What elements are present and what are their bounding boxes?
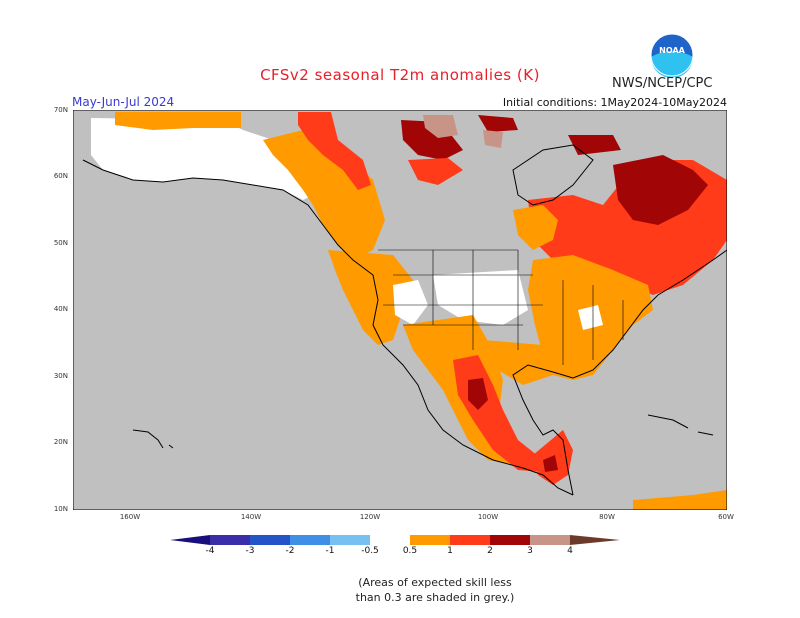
season-label: May-Jun-Jul 2024 bbox=[72, 95, 175, 109]
lat-label-30: 30N bbox=[53, 372, 68, 380]
lon-label-60w: 60W bbox=[718, 513, 734, 521]
colorbar-cell-8 bbox=[450, 535, 490, 545]
colorbar-label: -3 bbox=[245, 546, 255, 556]
coastlines bbox=[82, 144, 727, 496]
colorbar-label: 3 bbox=[527, 546, 533, 556]
lon-label-80w: 80W bbox=[599, 513, 615, 521]
alaska-white-region bbox=[91, 118, 323, 200]
hudson-orange bbox=[513, 205, 558, 250]
colorbar-label: 1 bbox=[447, 546, 453, 556]
colorbar-label: 2 bbox=[487, 546, 493, 556]
texas-gulf-orange bbox=[483, 340, 553, 385]
noaa-logo: NOAA bbox=[650, 33, 694, 77]
map-title: CFSv2 seasonal T2m anomalies (K) bbox=[260, 66, 540, 84]
arctic-red-1 bbox=[408, 158, 463, 185]
colorbar-cell-6 bbox=[370, 535, 410, 545]
colorbar-cell-1 bbox=[170, 535, 210, 545]
eastern-canada-darkred bbox=[613, 155, 708, 225]
lat-label-70: 70N bbox=[53, 106, 68, 114]
agency-label: NWS/NCEP/CPC bbox=[612, 76, 713, 91]
colorbar-label: -1 bbox=[325, 546, 335, 556]
arctic-darkred-1 bbox=[401, 120, 463, 160]
colorbar-label: 0.5 bbox=[402, 546, 418, 556]
anomaly-map bbox=[73, 110, 727, 510]
skill-note: (Areas of expected skill less than 0.3 a… bbox=[0, 575, 800, 605]
arctic-darkred-3 bbox=[568, 135, 621, 155]
logo-text: NOAA bbox=[659, 46, 685, 55]
arctic-darkred-2 bbox=[478, 115, 518, 132]
initial-conditions-label: Initial conditions: 1May2024-10May2024 bbox=[502, 96, 727, 109]
lon-label-100w: 100W bbox=[477, 513, 499, 521]
arctic-rosy bbox=[423, 115, 458, 138]
colorbar-label: -4 bbox=[205, 546, 215, 556]
lon-label-160w: 160W bbox=[119, 513, 141, 521]
lon-label-140w: 140W bbox=[240, 513, 262, 521]
colorbar-label: 4 bbox=[567, 546, 573, 556]
lat-label-20: 20N bbox=[53, 438, 68, 446]
skill-note-line2: than 0.3 are shaded in grey.) bbox=[355, 591, 515, 604]
colorbar-label: -2 bbox=[285, 546, 295, 556]
mexico-darkred bbox=[468, 378, 488, 410]
state-borders bbox=[378, 249, 624, 365]
bc-red-strip bbox=[298, 112, 371, 190]
lat-label-40: 40N bbox=[53, 305, 68, 313]
northeast-white bbox=[578, 305, 603, 330]
colorbar bbox=[170, 535, 620, 545]
colorbar-cell-7 bbox=[410, 535, 450, 545]
west-coast-orange bbox=[328, 250, 413, 345]
central-america-darkred bbox=[543, 455, 558, 472]
colorbar-cell-11 bbox=[570, 535, 620, 545]
lat-label-50: 50N bbox=[53, 239, 68, 247]
colorbar-cell-10 bbox=[530, 535, 570, 545]
lat-label-60: 60N bbox=[53, 172, 68, 180]
lon-label-120w: 120W bbox=[359, 513, 381, 521]
skill-note-line1: (Areas of expected skill less bbox=[358, 576, 512, 589]
caribbean-orange bbox=[633, 490, 727, 510]
plains-white bbox=[433, 270, 528, 325]
lat-label-10: 10N bbox=[53, 505, 68, 513]
alaska-orange-strip bbox=[115, 112, 241, 130]
colorbar-cell-4 bbox=[290, 535, 330, 545]
colorbar-label: -0.5 bbox=[361, 546, 379, 556]
colorbar-cell-5 bbox=[330, 535, 370, 545]
colorbar-cell-2 bbox=[210, 535, 250, 545]
colorbar-cell-3 bbox=[250, 535, 290, 545]
arctic-rosy-2 bbox=[483, 130, 503, 148]
colorbar-cell-9 bbox=[490, 535, 530, 545]
great-basin-white bbox=[393, 280, 428, 325]
